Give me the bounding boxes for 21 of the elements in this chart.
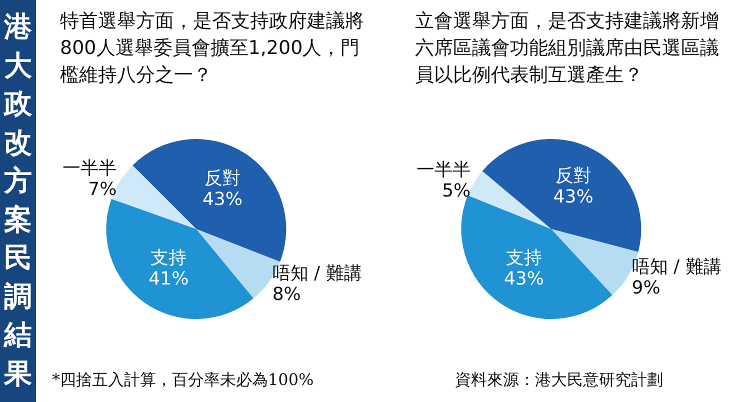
data-label: 41%	[148, 268, 189, 290]
source-note: 資料來源：港大民意研究計劃	[455, 370, 663, 391]
data-label: 43%	[553, 186, 594, 208]
data-label: 43%	[202, 188, 242, 210]
data-label: 8%	[272, 284, 301, 306]
data-label: 9%	[632, 277, 660, 298]
text: *四捨五入計算，百分率未必為100%	[52, 370, 314, 391]
slice-label: 反對	[555, 165, 592, 186]
slice-label: 支持	[150, 247, 187, 268]
slice-label: 一半半	[62, 158, 117, 179]
slice-label: 支持	[506, 248, 542, 269]
chart-title: 立會選舉方面，是否支持建議將新增六席區議會功能組別議席由民選區議員以比例代表制互選產生？	[415, 9, 720, 88]
data-label: 43%	[504, 268, 544, 290]
slice-label: 唔知 / 難講	[272, 263, 362, 284]
chart-title: 特首選舉方面，是否支持政府建議將800人選舉委員會擴至1,200人，門檻維持八分之一？	[60, 9, 365, 88]
text: 港大政改方案民調結果	[4, 10, 32, 390]
slice-label: 一半半	[416, 160, 471, 181]
data-label: 5%	[442, 180, 471, 202]
slice-label: 唔知 / 難講	[632, 256, 722, 278]
data-label: 7%	[88, 178, 117, 200]
slice-label: 反對	[204, 168, 240, 189]
